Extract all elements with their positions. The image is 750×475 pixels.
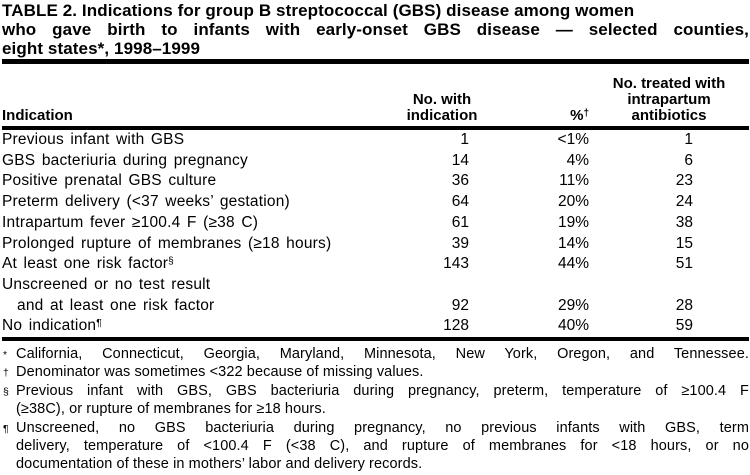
percent-cell: 20%: [557, 193, 589, 211]
title-divider-rule: [2, 59, 749, 64]
count-cell: 128: [389, 316, 469, 342]
column-header-no-treated: No. treated with intrapartum antibiotics: [589, 64, 749, 130]
indication-cell: At least one risk factor§: [2, 255, 174, 273]
percent-cell: 40%: [469, 316, 589, 342]
percent-cell: 4%: [566, 151, 589, 169]
count-cell: 143: [443, 255, 469, 273]
table-header: Indication No. with indication %† No. tr…: [2, 64, 749, 130]
data-table: Indication No. with indication %† No. tr…: [2, 64, 749, 342]
table-title-line-1: TABLE 2. Indications for group B strepto…: [2, 1, 635, 20]
treated-cell: 51: [675, 255, 693, 273]
asterisk-footnote-marker: *: [3, 349, 8, 362]
footnote-no-indication-line-1: ¶ Unscreened, no GBS bacteriuria during p…: [2, 419, 749, 437]
column-header-indication: Indication: [2, 64, 389, 130]
footnote-states: * California, Connecticut, Georgia, Maryl…: [2, 345, 749, 363]
section-footnote-marker: §: [168, 256, 174, 268]
treated-cell: 24: [675, 193, 693, 211]
count-cell: [389, 275, 469, 296]
count-cell: 92: [451, 296, 469, 314]
count-cell: 61: [451, 213, 469, 231]
table-row: Unscreened or no test result: [2, 275, 749, 296]
table-row: Prolonged rupture of membranes (≥18 hour…: [2, 234, 749, 255]
indication-cell: Unscreened or no test result: [2, 275, 211, 293]
indication-cell: No indication¶: [2, 316, 389, 342]
percent-cell: 19%: [557, 213, 589, 231]
dagger-footnote-marker: †: [583, 108, 589, 119]
table-row: Preterm delivery (<37 weeks’ gestation) …: [2, 192, 749, 213]
count-cell: 1: [460, 131, 469, 148]
indication-cell: Previous infant with GBS: [2, 131, 185, 148]
table-body: Previous infant with GBS 1 <1% 1 GBS bac…: [2, 128, 749, 342]
table-row: Previous infant with GBS 1 <1% 1: [2, 128, 749, 151]
footnote-risk-factor-line-2: (≥38C), or rupture of membranes for ≥18 …: [16, 401, 326, 418]
table-row: Intrapartum fever ≥100.4 F (≥38 C) 61 19…: [2, 213, 749, 234]
table-row: At least one risk factor§ 143 44% 51: [2, 254, 749, 275]
section-footnote-marker: §: [3, 385, 9, 398]
percent-cell: 44%: [557, 255, 589, 273]
treated-cell: 23: [675, 172, 693, 190]
treated-cell: [589, 275, 749, 296]
count-cell: 36: [451, 172, 469, 190]
count-cell: 14: [451, 151, 469, 169]
percent-cell: 11%: [559, 172, 589, 190]
percent-cell: 14%: [557, 234, 589, 252]
table-row: No indication¶ 128 40% 59: [2, 316, 749, 342]
table-title-line-2: who gave birth to infants with early-ons…: [2, 20, 749, 39]
header-line: indication: [406, 107, 478, 124]
indication-cell: Prolonged rupture of membranes (≥18 hour…: [2, 234, 332, 252]
table-row: Positive prenatal GBS culture 36 11% 23: [2, 171, 749, 192]
footnotes: * California, Connecticut, Georgia, Maryl…: [2, 345, 749, 474]
percent-cell: [469, 275, 589, 296]
treated-cell: 1: [684, 131, 693, 148]
indication-cell: Preterm delivery (<37 weeks’ gestation): [2, 193, 290, 211]
percent-cell: <1%: [557, 131, 589, 148]
dagger-footnote-marker: †: [3, 367, 9, 380]
treated-cell: 15: [675, 234, 693, 252]
header-line: antibiotics: [631, 107, 707, 124]
header-row: Indication No. with indication %† No. tr…: [2, 64, 749, 130]
treated-cell: 38: [675, 213, 693, 231]
footnote-no-indication-line-3: documentation of these in mothers’ labor…: [16, 456, 423, 473]
table-row: GBS bacteriuria during pregnancy 14 4% 6: [2, 151, 749, 172]
table-title-line-3: eight states*, 1998–1999: [2, 39, 201, 58]
count-cell: 64: [451, 193, 469, 211]
treated-cell: 59: [589, 316, 749, 342]
header-line: No. with: [412, 91, 472, 108]
treated-cell: 6: [684, 151, 693, 169]
column-header-percent: %†: [469, 64, 589, 130]
header-line: intrapartum: [627, 91, 711, 108]
table-title: TABLE 2. Indications for group B strepto…: [2, 1, 749, 58]
percent-cell: 29%: [557, 296, 589, 314]
footnote-denominator: † Denominator was sometimes <322 because …: [2, 363, 749, 381]
indication-cell: Positive prenatal GBS culture: [2, 172, 217, 190]
treated-cell: 28: [675, 296, 693, 314]
column-header-no-with-indication: No. with indication: [389, 64, 477, 130]
table-row: and at least one risk factor 92 29% 28: [2, 296, 749, 317]
footnote-no-indication-line-2: delivery, temperature of <100.4 F (<38 C…: [16, 438, 749, 455]
pilcrow-footnote-marker: ¶: [96, 318, 102, 330]
count-cell: 39: [451, 234, 469, 252]
header-line: No. treated with: [612, 75, 726, 92]
footnote-risk-factor-line-1: § Previous infant with GBS, GBS bacteriur…: [2, 382, 749, 400]
pilcrow-footnote-marker: ¶: [3, 422, 9, 435]
indication-cell: Intrapartum fever ≥100.4 F (≥38 C): [2, 213, 259, 231]
indication-cell: and at least one risk factor: [17, 296, 215, 314]
indication-cell: GBS bacteriuria during pregnancy: [2, 151, 248, 169]
